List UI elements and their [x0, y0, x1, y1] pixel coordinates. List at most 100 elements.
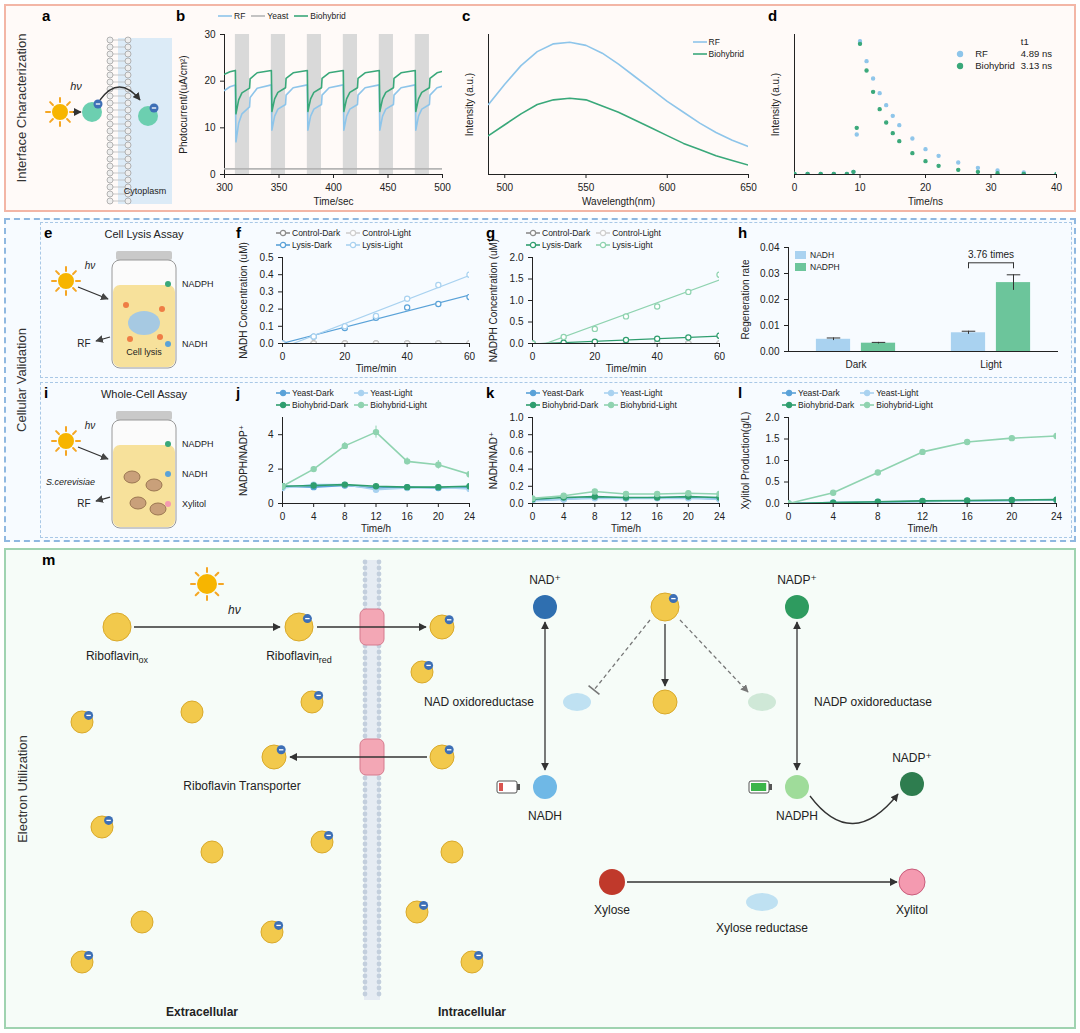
svg-text:Cell lysis: Cell lysis — [126, 347, 162, 357]
svg-text:NADH: NADH — [182, 469, 208, 479]
svg-text:500: 500 — [496, 182, 513, 193]
svg-text:2: 2 — [268, 463, 274, 474]
svg-text:Cytoplasm: Cytoplasm — [124, 186, 167, 196]
svg-text:hν: hν — [85, 420, 96, 431]
svg-text:0.0: 0.0 — [260, 338, 274, 349]
svg-text:NADPH/NADP⁺: NADPH/NADP⁺ — [238, 425, 249, 496]
svg-text:0.04: 0.04 — [760, 242, 780, 253]
svg-text:24: 24 — [1051, 511, 1063, 522]
svg-text:12: 12 — [620, 511, 632, 522]
svg-text:4: 4 — [268, 429, 274, 440]
svg-text:Wavelength(nm): Wavelength(nm) — [582, 196, 655, 207]
svg-text:Time/min: Time/min — [606, 363, 647, 374]
svg-text:30: 30 — [204, 29, 216, 40]
svg-text:Light: Light — [980, 359, 1002, 370]
svg-text:NADP⁺: NADP⁺ — [892, 751, 932, 765]
svg-text:0.4: 0.4 — [260, 269, 274, 280]
svg-text:Cell Lysis Assay: Cell Lysis Assay — [104, 228, 184, 240]
svg-text:20: 20 — [683, 511, 695, 522]
svg-text:0.01: 0.01 — [760, 320, 780, 331]
svg-text:3.76 times: 3.76 times — [968, 249, 1014, 260]
svg-text:Intracellular: Intracellular — [438, 1005, 506, 1019]
svg-text:8: 8 — [342, 511, 348, 522]
svg-text:NADP⁺: NADP⁺ — [777, 573, 817, 587]
svg-text:0: 0 — [530, 351, 536, 362]
svg-text:1.0: 1.0 — [766, 455, 780, 466]
svg-text:Xylose reductase: Xylose reductase — [716, 921, 808, 935]
svg-text:8: 8 — [875, 511, 881, 522]
svg-text:20: 20 — [920, 182, 932, 193]
svg-text:Xylitol: Xylitol — [182, 499, 206, 509]
svg-text:2.0: 2.0 — [766, 412, 780, 423]
svg-text:650: 650 — [740, 182, 757, 193]
svg-text:2.0: 2.0 — [510, 252, 524, 263]
svg-text:16: 16 — [962, 511, 974, 522]
svg-text:RF: RF — [77, 498, 90, 509]
svg-text:450: 450 — [380, 182, 397, 193]
svg-text:0: 0 — [530, 511, 536, 522]
svg-text:0.4: 0.4 — [510, 463, 524, 474]
svg-text:40: 40 — [402, 351, 414, 362]
svg-text:60: 60 — [714, 351, 726, 362]
svg-text:0.5: 0.5 — [510, 316, 524, 327]
svg-text:NADPH: NADPH — [776, 809, 818, 823]
svg-text:Xylitol: Xylitol — [896, 903, 928, 917]
svg-text:16: 16 — [402, 511, 414, 522]
svg-text:0: 0 — [268, 498, 274, 509]
svg-text:Riboflavinox: Riboflavinox — [86, 649, 149, 665]
svg-text:Riboflavin Transporter: Riboflavin Transporter — [183, 779, 300, 793]
svg-text:NADPH Concentration (uM): NADPH Concentration (uM) — [488, 239, 499, 362]
svg-text:Regeneration rate: Regeneration rate — [740, 259, 751, 339]
svg-text:Riboflavinred: Riboflavinred — [266, 649, 332, 665]
svg-text:hν: hν — [228, 603, 241, 617]
svg-text:12: 12 — [370, 511, 382, 522]
svg-text:8: 8 — [592, 511, 598, 522]
svg-text:4: 4 — [311, 511, 317, 522]
svg-text:0.1: 0.1 — [260, 321, 274, 332]
svg-text:0.5: 0.5 — [260, 252, 274, 263]
svg-text:hν: hν — [70, 80, 82, 92]
svg-text:Time/h: Time/h — [611, 523, 641, 534]
svg-text:0.5: 0.5 — [766, 476, 780, 487]
svg-text:12: 12 — [917, 511, 929, 522]
svg-text:40: 40 — [1051, 182, 1063, 193]
svg-text:NAD oxidoreductase: NAD oxidoreductase — [424, 695, 534, 709]
svg-text:0.6: 0.6 — [510, 446, 524, 457]
svg-text:20: 20 — [433, 511, 445, 522]
svg-text:NADH: NADH — [528, 809, 562, 823]
svg-text:0: 0 — [786, 511, 792, 522]
svg-text:10: 10 — [854, 182, 866, 193]
svg-text:Intensity (a.u.): Intensity (a.u.) — [464, 73, 475, 136]
svg-text:0: 0 — [280, 351, 286, 362]
svg-text:Xylose: Xylose — [594, 903, 630, 917]
svg-text:20: 20 — [589, 351, 601, 362]
svg-text:NADH: NADH — [182, 339, 208, 349]
svg-text:550: 550 — [578, 182, 595, 193]
svg-text:Whole-Cell Assay: Whole-Cell Assay — [101, 388, 188, 400]
svg-text:400: 400 — [325, 182, 342, 193]
svg-text:1.0: 1.0 — [510, 295, 524, 306]
svg-text:hν: hν — [85, 260, 96, 271]
svg-text:0: 0 — [280, 511, 286, 522]
svg-text:20: 20 — [1006, 511, 1018, 522]
svg-text:30: 30 — [985, 182, 997, 193]
svg-text:0.0: 0.0 — [510, 498, 524, 509]
svg-text:Xylitol Production(g/L): Xylitol Production(g/L) — [740, 412, 751, 510]
svg-text:10: 10 — [204, 122, 216, 133]
svg-text:1.0: 1.0 — [510, 412, 524, 423]
svg-text:S.cerevisiae: S.cerevisiae — [46, 477, 95, 487]
svg-text:16: 16 — [652, 511, 664, 522]
svg-text:0.3: 0.3 — [260, 286, 274, 297]
svg-text:24: 24 — [464, 511, 476, 522]
svg-text:0.0: 0.0 — [510, 338, 524, 349]
svg-text:20: 20 — [339, 351, 351, 362]
svg-text:350: 350 — [271, 182, 288, 193]
svg-text:24: 24 — [714, 511, 726, 522]
svg-text:0.02: 0.02 — [760, 294, 780, 305]
svg-text:20: 20 — [204, 75, 216, 86]
svg-text:300: 300 — [216, 182, 233, 193]
svg-text:1.5: 1.5 — [510, 273, 524, 284]
svg-text:Intensity (a.u.): Intensity (a.u.) — [770, 73, 781, 136]
svg-text:Extracellular: Extracellular — [166, 1005, 238, 1019]
svg-text:NADPH: NADPH — [182, 439, 214, 449]
